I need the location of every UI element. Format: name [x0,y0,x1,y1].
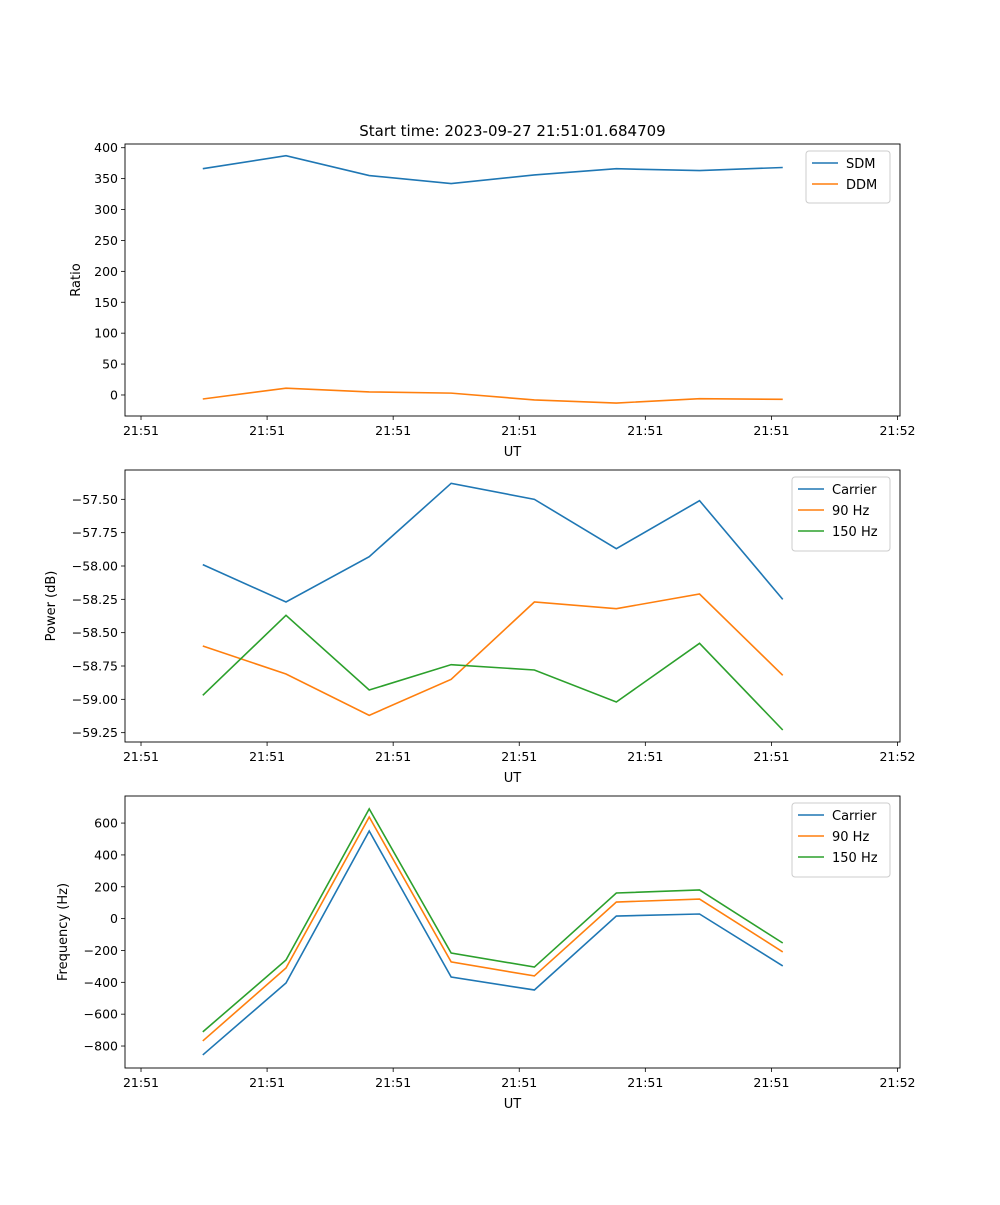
y-tick-label: 0 [110,911,118,926]
series-line-90-hz [202,593,784,717]
legend-label: DDM [846,178,877,193]
x-tick-label: 21:51 [123,749,159,764]
y-tick-label: 300 [94,202,118,217]
series-line-90-hz [202,815,784,1042]
series-line-150-hz [202,614,784,731]
y-tick-label: 600 [94,816,118,831]
y-tick-label: 100 [94,326,118,341]
y-tick-label: −58.50 [72,625,118,640]
y-tick-label: −200 [84,943,118,958]
y-tick-label: 250 [94,233,118,248]
y-tick-label: 150 [94,295,118,310]
series-line-carrier [202,829,784,1056]
y-axis-label: Power (dB) [44,571,59,642]
legend: Carrier 90 Hz 150 Hz [791,802,891,878]
chart-title: Start time: 2023-09-27 21:51:01.684709 [359,122,665,140]
legend: Carrier 90 Hz 150 Hz [791,476,891,552]
y-axis-label: Ratio [69,263,84,296]
y-tick-label: −57.75 [72,525,118,540]
series-line-carrier [202,482,784,603]
x-tick-label: 21:52 [879,423,915,438]
x-tick-label: 21:51 [753,423,789,438]
x-tick-label: 21:51 [375,749,411,764]
series-line-ddm [202,387,783,404]
x-tick-label: 21:51 [753,1075,789,1090]
x-tick-label: 21:51 [375,423,411,438]
legend-label: 150 Hz [832,525,878,540]
y-tick-label: 400 [94,847,118,862]
axes-frame [124,143,901,417]
y-tick-label: −58.25 [72,592,118,607]
y-tick-label: −600 [84,1007,118,1022]
y-tick-label: −57.50 [72,492,118,507]
y-tick-label: 0 [110,387,118,402]
y-tick-label: 350 [94,171,118,186]
series-line-sdm [202,154,783,185]
x-tick-label: 21:51 [375,1075,411,1090]
subplot-3: 21:51 21:51 21:51 21:51 21:51 21:51 21:52 −800 −… [56,795,915,1112]
y-tick-label: 50 [102,357,118,372]
x-tick-label: 21:51 [249,749,285,764]
x-tick-label: 21:51 [627,423,663,438]
y-tick-label: 200 [94,879,118,894]
x-axis-label: UT [504,1097,522,1112]
x-tick-label: 21:51 [123,1075,159,1090]
subplot-1: Start time: 2023-09-27 21:51:01.684709 21… [69,122,915,460]
legend-box [791,476,891,552]
x-axis-label: UT [504,771,522,786]
legend-label: 150 Hz [832,851,878,866]
y-tick-label: 200 [94,264,118,279]
legend-label: Carrier [832,809,877,824]
legend-box [791,802,891,878]
axes-frame [124,469,901,743]
x-tick-label: 21:51 [123,423,159,438]
x-tick-label: 21:52 [879,1075,915,1090]
x-tick-label: 21:51 [249,1075,285,1090]
y-tick-label: −58.75 [72,659,118,674]
x-tick-label: 21:51 [249,423,285,438]
subplot-2: 21:51 21:51 21:51 21:51 21:51 21:51 21:52 −57.5… [44,469,915,786]
y-tick-label: −59.25 [72,725,118,740]
y-axis-label: Frequency (Hz) [56,883,71,981]
legend-label: 90 Hz [832,830,869,845]
x-tick-label: 21:51 [501,423,537,438]
legend-label: SDM [846,157,875,172]
y-tick-label: −58.00 [72,559,118,574]
legend: SDM DDM [805,150,891,204]
series-line-150-hz [202,807,784,1033]
legend-label: Carrier [832,483,877,498]
axes-frame [124,795,901,1069]
x-tick-label: 21:51 [501,1075,537,1090]
x-tick-label: 21:52 [879,749,915,764]
x-tick-label: 21:51 [627,1075,663,1090]
x-tick-label: 21:51 [501,749,537,764]
x-tick-label: 21:51 [627,749,663,764]
legend-label: 90 Hz [832,504,869,519]
y-tick-label: 400 [94,140,118,155]
y-tick-label: −59.00 [72,692,118,707]
legend-box [805,150,891,204]
x-tick-label: 21:51 [753,749,789,764]
x-axis-label: UT [504,445,522,460]
y-tick-label: −400 [84,975,118,990]
y-tick-label: −800 [84,1039,118,1054]
